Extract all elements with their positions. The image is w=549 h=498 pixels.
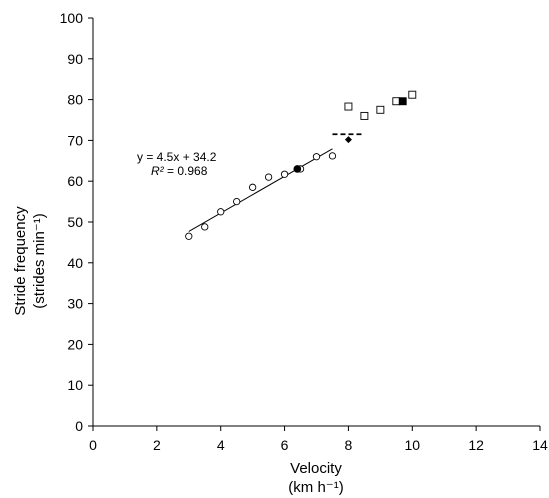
r-squared-symbol: R² (151, 164, 165, 178)
y-tick-label: 50 (67, 214, 83, 230)
r-squared-label: R² = 0.968 (151, 164, 208, 178)
y-tick-label: 100 (60, 10, 84, 26)
data-point-open-square (408, 90, 417, 99)
data-point-open-circle (280, 170, 289, 178)
trendline (188, 148, 333, 232)
y-tick-label: 20 (67, 336, 83, 352)
data-point-open-circle (328, 152, 337, 160)
x-tick-label: 8 (345, 437, 353, 453)
data-point-filled-diamond (344, 136, 352, 144)
x-tick-label: 0 (89, 437, 97, 453)
y-axis-unit-group: (strides min⁻¹) (31, 213, 48, 308)
data-point-open-circle (233, 197, 241, 206)
x-axis-unit: (km h⁻¹) (288, 479, 343, 496)
y-tick-label: 90 (67, 51, 83, 67)
data-point-open-circle (185, 232, 193, 240)
x-tick-label: 12 (468, 437, 484, 453)
y-tick-label: 40 (67, 255, 83, 271)
data-point-filled-circle (293, 165, 302, 173)
equation-label: y = 4.5x + 34.2 (137, 150, 217, 164)
x-axis-ticks: 0 2 4 6 8 10 12 14 (89, 426, 548, 453)
y-tick-label: 60 (67, 173, 83, 189)
data-point-open-circle (312, 153, 321, 161)
data-point-open-square (344, 102, 353, 111)
data-point-open-square (360, 111, 369, 120)
data-point-open-square (376, 105, 385, 114)
data-point-open-circle (217, 208, 225, 216)
x-tick-label: 10 (404, 437, 420, 453)
x-tick-label: 2 (153, 437, 161, 453)
y-axis-title-group: Stride frequency (12, 206, 29, 316)
data-point-open-circle (201, 223, 209, 231)
y-tick-label: 0 (75, 418, 83, 434)
data-points (185, 90, 417, 240)
r-squared-value: = 0.968 (164, 164, 208, 178)
data-point-open-circle (264, 173, 273, 181)
x-tick-label: 14 (532, 437, 548, 453)
data-point-filled-square (398, 97, 407, 106)
x-tick-label: 4 (217, 437, 225, 453)
x-tick-label: 6 (281, 437, 289, 453)
data-point-open-circle (248, 183, 257, 191)
y-tick-label: 30 (67, 296, 83, 312)
x-axis-title: Velocity (290, 460, 342, 477)
y-tick-label: 10 (67, 377, 83, 393)
y-axis-unit: (strides min⁻¹) (31, 213, 48, 308)
y-tick-label: 80 (67, 92, 83, 108)
y-axis-ticks: 0 10 20 30 40 50 60 70 80 90 100 (60, 10, 93, 434)
y-tick-label: 70 (67, 132, 83, 148)
y-axis-title: Stride frequency (12, 206, 29, 316)
